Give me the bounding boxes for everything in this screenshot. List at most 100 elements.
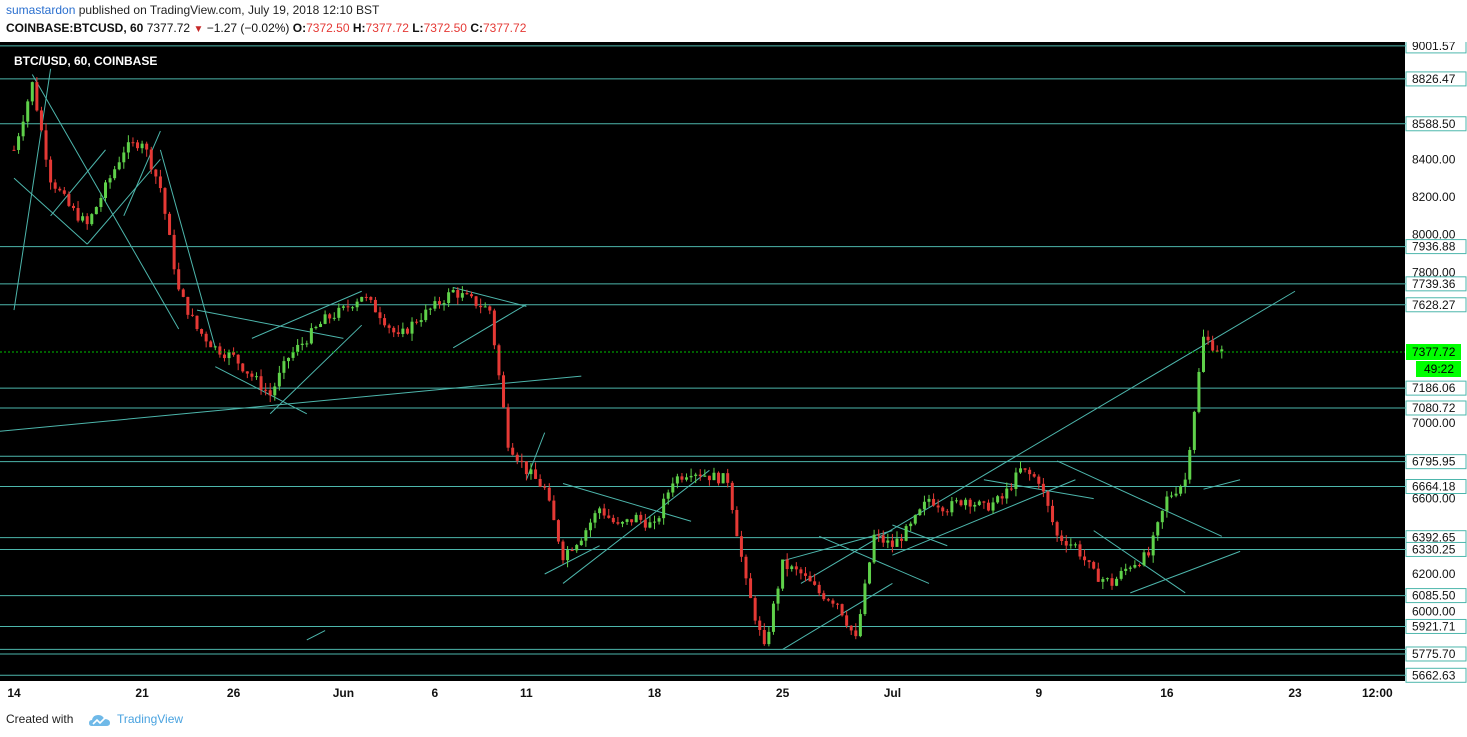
candle-body [566, 550, 570, 561]
candles [12, 77, 1224, 647]
candle-body [1179, 486, 1183, 494]
candle-body [44, 130, 48, 160]
horizontal-levels [0, 45, 1407, 676]
candle-body [849, 625, 853, 631]
candle-body [1014, 472, 1018, 490]
trendline [13, 177, 88, 245]
candle-body [794, 566, 798, 570]
candle-body [213, 346, 217, 348]
candle-body [21, 121, 25, 137]
candle-body [433, 301, 437, 309]
candle-body [584, 530, 588, 541]
candle-body [140, 143, 144, 149]
candle-body [767, 631, 771, 645]
level-label-box [1405, 618, 1467, 634]
candle-body [826, 599, 830, 601]
candle-body [1211, 340, 1215, 351]
candle-body [195, 315, 199, 330]
time-axis[interactable] [0, 681, 1405, 706]
high-value: 7377.72 [365, 21, 409, 35]
candle-body [886, 540, 890, 543]
candle-body [749, 578, 753, 599]
candle-body [611, 517, 615, 523]
x-tick-label: 6 [432, 686, 439, 700]
tradingview-brand-link[interactable]: TradingView [117, 712, 184, 726]
tradingview-cloud-icon[interactable] [88, 711, 112, 729]
candle-body [465, 293, 469, 295]
candle-body [588, 522, 592, 531]
candle-body [877, 534, 881, 536]
candle-body [776, 588, 780, 604]
candle-body [524, 461, 528, 475]
level-label-box [1405, 400, 1467, 416]
level-label-box [1405, 71, 1467, 87]
candle-body [735, 509, 739, 537]
x-tick-label: Jun [333, 686, 354, 700]
candle-body [314, 326, 318, 329]
candle-body [730, 482, 734, 510]
candle-body [959, 500, 963, 506]
candle-body [53, 182, 57, 189]
level-label: 5662.63 [1412, 668, 1456, 682]
candle-body [282, 361, 286, 373]
published-text: published on TradingView.com, July 19, 2… [78, 3, 380, 17]
open-label: O: [292, 21, 307, 35]
candle-body [190, 314, 194, 316]
candle-body [177, 269, 181, 290]
candle-body [904, 526, 908, 541]
trendline [892, 524, 948, 547]
candle-body [813, 581, 817, 585]
candle-body [62, 190, 66, 194]
candle-body [717, 472, 721, 484]
candle-body [447, 292, 451, 304]
trendline [13, 68, 52, 311]
candle-body [1137, 564, 1141, 566]
open-value: 7372.50 [306, 21, 350, 35]
candle-body [122, 152, 126, 163]
level-label: 6795.95 [1412, 455, 1456, 469]
candle-body [817, 584, 821, 594]
candle-body [1101, 579, 1105, 582]
plot-area[interactable] [0, 42, 1405, 681]
candle-body [1165, 496, 1169, 511]
candle-body [579, 540, 583, 546]
candle-body [241, 363, 245, 372]
candle-body [671, 483, 675, 493]
candle-body [1051, 505, 1055, 523]
candle-body [387, 325, 391, 328]
candle-body [1069, 544, 1073, 546]
candle-body [991, 502, 995, 511]
candle-body [506, 407, 510, 448]
candle-body [543, 486, 547, 488]
y-tick-label: 6600.00 [1412, 492, 1456, 506]
candle-body [26, 101, 30, 122]
candle-body [250, 373, 254, 377]
level-label-box [1405, 276, 1467, 292]
created-with-text: Created with [6, 712, 74, 726]
candle-body [419, 320, 423, 323]
author-link[interactable]: sumastardon [6, 3, 76, 17]
x-tick-label: 12:00 [1362, 686, 1393, 700]
candle-body [561, 541, 565, 561]
candle-body [245, 371, 249, 374]
candle-body [977, 501, 981, 505]
candle-body [58, 188, 62, 191]
trendline [269, 324, 363, 415]
candle-body [932, 498, 936, 506]
candle-body [163, 188, 167, 214]
candle-body [35, 82, 39, 111]
candle-body [1073, 544, 1077, 546]
candle-body [341, 306, 345, 308]
candle-body [868, 562, 872, 584]
candle-body [1197, 371, 1201, 412]
candle-body [181, 289, 185, 297]
trendline [31, 74, 180, 330]
candle-body [547, 487, 551, 501]
trendline [123, 130, 161, 217]
candle-body [81, 216, 85, 221]
candle-body [982, 501, 986, 503]
level-labels: 9001.57 8826.47 8588.50 7936.88 7739.36 7628.… [1405, 42, 1467, 683]
price-chart[interactable]: 8400.00 8200.00 8000.00 7800.00 7000.00 6600.… [0, 42, 1467, 706]
candle-body [1023, 468, 1027, 470]
candle-body [405, 328, 409, 334]
